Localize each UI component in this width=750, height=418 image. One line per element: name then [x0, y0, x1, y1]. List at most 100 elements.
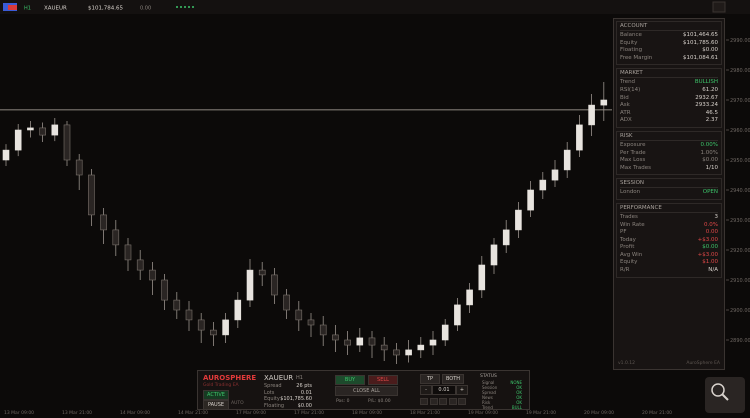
panel-row: Free Margin $101,084.61: [620, 55, 718, 63]
row-label: ATR: [620, 109, 631, 116]
panel-row: Today +$3.00: [620, 237, 718, 245]
row-value: $101,084.61: [683, 54, 718, 61]
pl-info: P/L: $0.00: [368, 399, 391, 404]
row-label: Trades: [620, 213, 638, 220]
status-row: News OK: [482, 395, 522, 400]
candle-body: [393, 349, 400, 356]
row-label: Trend: [482, 405, 493, 410]
row-label: Free Margin: [620, 54, 653, 61]
y-tick-label: 2910.00: [730, 278, 750, 284]
row-label: Avg Win: [620, 251, 643, 258]
row-value: 0.00%: [700, 141, 718, 148]
row-value: $101,785.60: [280, 396, 312, 402]
mode-label: AUTO: [231, 401, 244, 406]
positions-info: Pos: 0: [336, 399, 350, 404]
y-tick-label: 2900.00: [730, 308, 750, 314]
lot-value[interactable]: 0.01: [432, 385, 456, 395]
zoom-overlay[interactable]: [705, 377, 745, 413]
x-tick-label: 14 Mar 21:00: [178, 410, 208, 416]
candle-body: [490, 244, 498, 266]
x-tick-label: 18 Mar 21:00: [410, 410, 440, 416]
row-label: Spread: [482, 390, 497, 395]
row-label: Bid: [620, 94, 629, 101]
panel-row: Max Trades 1/10: [620, 165, 718, 173]
toolbar: [0, 0, 750, 14]
y-tick-label: 2920.00: [730, 248, 750, 254]
row-label: Floating: [620, 47, 643, 54]
candle-body: [454, 304, 461, 326]
status-row: Session OK: [482, 385, 522, 390]
row-label: Balance: [620, 32, 642, 38]
sell-button[interactable]: SELL: [368, 375, 398, 385]
section-title: PERFORMANCE: [620, 205, 718, 213]
candle-body: [271, 274, 278, 296]
panel-row: London OPEN: [620, 189, 718, 197]
quick-button[interactable]: [448, 398, 457, 405]
panel-row: Equity $101,785.60: [620, 40, 718, 48]
buy-button[interactable]: BUY: [335, 375, 365, 385]
lot-minus[interactable]: -: [420, 385, 432, 395]
panel-row: R/R N/A: [620, 267, 718, 275]
row-label: Ask: [620, 102, 630, 109]
pause-button[interactable]: PAUSE: [203, 400, 229, 410]
candle-body: [429, 339, 437, 346]
symbol-name: XAUEUR: [264, 374, 294, 382]
y-tick-label: 2940.00: [730, 188, 750, 194]
panel-row: Floating $0.00: [620, 47, 718, 55]
panel-row: Avg Win +$3.00: [620, 252, 718, 260]
x-tick-label: 14 Mar 09:00: [120, 410, 150, 416]
row-label: Max Loss: [620, 157, 646, 164]
row-label: RSI(14): [620, 86, 641, 93]
lot-plus[interactable]: +: [456, 385, 468, 395]
row-value: 3: [714, 213, 719, 220]
row-label: Profit: [620, 244, 635, 251]
candle-body: [185, 309, 193, 321]
quick-button[interactable]: [458, 398, 466, 405]
menu-button[interactable]: [712, 1, 726, 13]
symbol-row: Equity $101,785.60: [264, 396, 312, 402]
quick-button[interactable]: [429, 398, 438, 405]
row-label: Equity: [264, 396, 280, 402]
row-value: 1.00%: [700, 149, 718, 156]
candle-body: [222, 319, 229, 336]
zoom-handle: [721, 393, 729, 401]
quick-button[interactable]: [420, 398, 428, 405]
active-button[interactable]: ACTIVE: [203, 390, 229, 400]
row-value: 2933.24: [695, 102, 718, 109]
panel-row: Bid 2932.67: [620, 95, 718, 103]
row-value: OK: [516, 400, 522, 405]
lot-tab[interactable]: BOTH: [442, 374, 464, 384]
candle-body: [295, 309, 303, 321]
candle-body: [356, 337, 364, 346]
close-all-button[interactable]: CLOSE ALL: [335, 386, 398, 396]
row-label: Today: [620, 236, 636, 243]
lot-tab[interactable]: TP: [420, 374, 440, 384]
row-value: $101,464.65: [683, 32, 718, 38]
row-value: $0.00: [702, 244, 718, 251]
panel-row: ADX 2.37: [620, 117, 718, 125]
row-value: $101,785.60: [683, 39, 718, 46]
row-value: BULLISH: [694, 79, 718, 86]
candle-body: [344, 339, 351, 346]
row-label: Equity: [620, 259, 638, 266]
y-tick-label: 2950.00: [730, 158, 750, 164]
candle-body: [173, 299, 181, 311]
panel-footer-right: AuroSphere EA: [686, 361, 720, 366]
candle-body: [551, 169, 559, 181]
candle-body: [246, 269, 254, 301]
y-tick-label: 2930.00: [730, 218, 750, 224]
x-tick-label: 13 Mar 09:00: [4, 410, 34, 416]
row-label: Lots: [264, 389, 275, 396]
candle-body: [149, 269, 156, 281]
quick-button[interactable]: [439, 398, 447, 405]
symbol-timeframe: H1: [296, 375, 303, 381]
row-value: $1.00: [702, 259, 718, 266]
row-value: OK: [516, 395, 522, 400]
panel-row: RSI(14) 61.20: [620, 87, 718, 95]
panel-row: Trend BULLISH: [620, 79, 718, 87]
candle-body: [197, 319, 205, 331]
status-row: Signal NONE: [482, 380, 522, 385]
candle-body: [380, 344, 388, 351]
candle-body: [478, 264, 486, 291]
